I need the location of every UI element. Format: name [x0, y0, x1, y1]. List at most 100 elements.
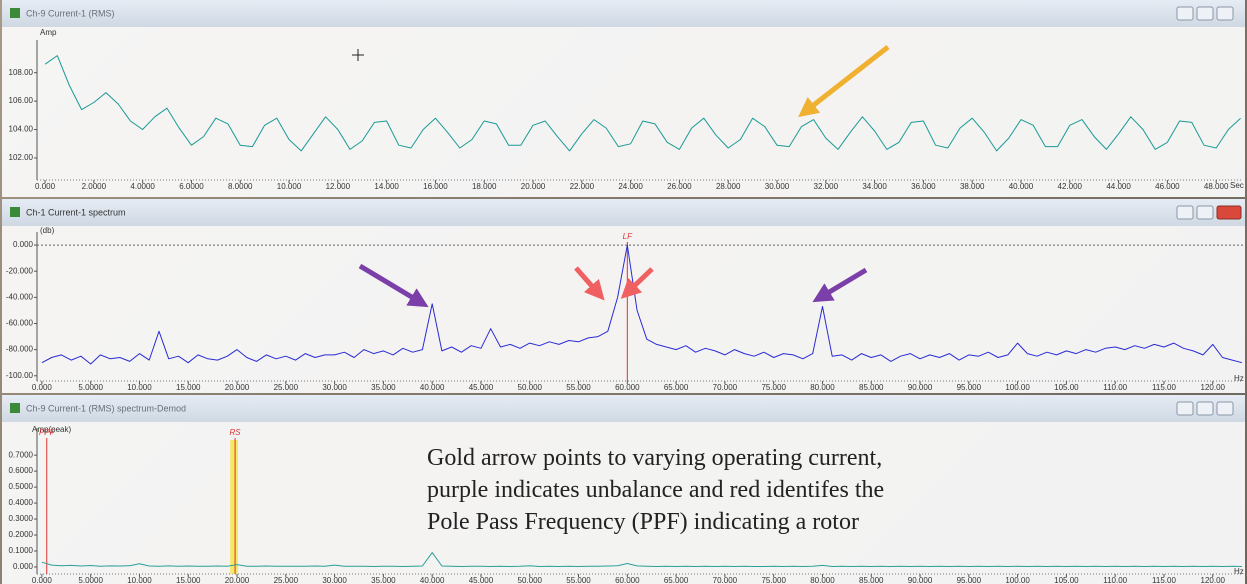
minimize-button[interactable]: [1177, 402, 1193, 415]
y-tick-label: -20.000: [6, 266, 34, 275]
x-tick-label: 40.000: [420, 576, 445, 584]
x-tick-label: 65.000: [664, 576, 689, 584]
marker-label: RS: [230, 428, 242, 437]
x-tick-label: 18.000: [472, 182, 497, 191]
close-button[interactable]: [1217, 206, 1241, 219]
y-tick-label: -60.000: [6, 319, 34, 328]
x-tick-label: 120.00: [1201, 383, 1226, 392]
x-tick-label: 20.000: [225, 383, 250, 392]
x-tick-label: 100.00: [1005, 383, 1030, 392]
x-tick-label: 50.000: [518, 383, 543, 392]
y-axis-label: Amp: [40, 28, 57, 37]
x-tick-label: 10.000: [127, 576, 152, 584]
y-tick-label: -40.000: [6, 292, 34, 301]
x-tick-label: 28.000: [716, 182, 741, 191]
minimize-button[interactable]: [1177, 7, 1193, 20]
screen: Ch-9 Current-1 (RMS) Ch-1 Current-1 spec…: [0, 0, 1247, 584]
x-tick-label: 20.000: [521, 182, 546, 191]
x-tick-label: 15.000: [176, 383, 201, 392]
x-tick-label: 5.0000: [78, 576, 103, 584]
y-tick-label: -100.00: [6, 371, 34, 380]
x-tick-label: 70.000: [713, 576, 738, 584]
y-tick-label: 0.000: [13, 240, 34, 249]
x-tick-label: 16.000: [423, 182, 448, 191]
x-tick-label: 100.00: [1005, 576, 1030, 584]
x-tick-label: 90.000: [908, 576, 933, 584]
x-axis-unit: Hz: [1234, 374, 1244, 383]
x-tick-label: 46.000: [1155, 182, 1180, 191]
x-axis-unit: Sec: [1230, 181, 1244, 190]
x-tick-label: 35.000: [371, 576, 396, 584]
x-tick-label: 60.000: [615, 383, 640, 392]
x-tick-label: 115.00: [1152, 383, 1176, 392]
y-tick-label: 0.000: [13, 562, 34, 571]
x-tick-label: 10.000: [127, 383, 152, 392]
x-tick-label: 26.000: [667, 182, 692, 191]
y-tick-label: 0.1000: [9, 546, 34, 555]
x-tick-label: 24.000: [618, 182, 643, 191]
x-tick-label: 50.000: [518, 576, 543, 584]
x-tick-label: 40.000: [420, 383, 445, 392]
minimize-button[interactable]: [1177, 206, 1193, 219]
x-tick-label: 0.000: [35, 182, 56, 191]
x-tick-label: 32.000: [814, 182, 839, 191]
window-body: [2, 199, 1245, 393]
x-tick-label: 30.000: [322, 576, 347, 584]
app-icon: [10, 207, 20, 217]
x-tick-label: 25.000: [274, 576, 299, 584]
x-tick-label: 42.000: [1058, 182, 1083, 191]
y-tick-label: 102.00: [9, 153, 34, 162]
x-tick-label: 5.0000: [78, 383, 103, 392]
y-tick-label: -80.000: [6, 345, 34, 354]
marker-label: LF: [623, 232, 633, 241]
x-tick-label: 75.000: [761, 383, 786, 392]
y-tick-label: 104.00: [9, 125, 34, 134]
y-tick-label: 0.2000: [9, 530, 34, 539]
maximize-button[interactable]: [1197, 206, 1213, 219]
x-tick-label: 45.000: [469, 383, 494, 392]
x-tick-label: 15.000: [176, 576, 201, 584]
title-bar: [2, 0, 1245, 27]
window-body: [2, 0, 1245, 197]
x-tick-label: 105.00: [1054, 576, 1079, 584]
x-tick-label: 36.000: [911, 182, 936, 191]
x-tick-label: 95.000: [957, 576, 982, 584]
maximize-button[interactable]: [1197, 7, 1213, 20]
x-tick-label: 85.000: [859, 383, 884, 392]
x-tick-label: 0.000: [32, 576, 53, 584]
x-tick-label: 75.000: [761, 576, 786, 584]
x-tick-label: 120.00: [1201, 576, 1226, 584]
x-tick-label: 38.000: [960, 182, 985, 191]
x-tick-label: 95.000: [957, 383, 982, 392]
x-tick-label: 115.00: [1152, 576, 1176, 584]
x-tick-label: 85.000: [859, 576, 884, 584]
annotation-line: Pole Pass Frequency (PPF) indicating a r…: [427, 509, 859, 535]
x-tick-label: 80.000: [810, 576, 835, 584]
window-title: Ch-9 Current-1 (RMS) spectrum-Demod: [26, 403, 186, 413]
y-axis-label: (db): [40, 226, 55, 235]
x-tick-label: 30.000: [322, 383, 347, 392]
x-tick-label: 8.0000: [228, 182, 253, 191]
close-button[interactable]: [1217, 402, 1233, 415]
x-tick-label: 110.00: [1103, 576, 1127, 584]
maximize-button[interactable]: [1197, 402, 1213, 415]
x-tick-label: 12.000: [326, 182, 351, 191]
window: Ch-9 Current-1 (RMS): [2, 0, 1245, 197]
x-tick-label: 110.00: [1103, 383, 1127, 392]
y-tick-label: 0.7000: [9, 450, 34, 459]
x-tick-label: 30.000: [765, 182, 790, 191]
window-title: Ch-1 Current-1 spectrum: [26, 207, 126, 217]
x-tick-label: 34.000: [862, 182, 887, 191]
x-tick-label: 40.000: [1009, 182, 1034, 191]
title-bar: [2, 199, 1245, 226]
y-tick-label: 0.5000: [9, 482, 34, 491]
x-tick-label: 6.0000: [179, 182, 204, 191]
x-tick-label: 70.000: [713, 383, 738, 392]
page: Ch-9 Current-1 (RMS) Ch-1 Current-1 spec…: [0, 0, 1247, 584]
x-tick-label: 60.000: [615, 576, 640, 584]
close-button[interactable]: [1217, 7, 1233, 20]
y-tick-label: 0.3000: [9, 514, 34, 523]
x-tick-label: 65.000: [664, 383, 689, 392]
x-tick-label: 25.000: [274, 383, 299, 392]
x-tick-label: 0.000: [32, 383, 53, 392]
